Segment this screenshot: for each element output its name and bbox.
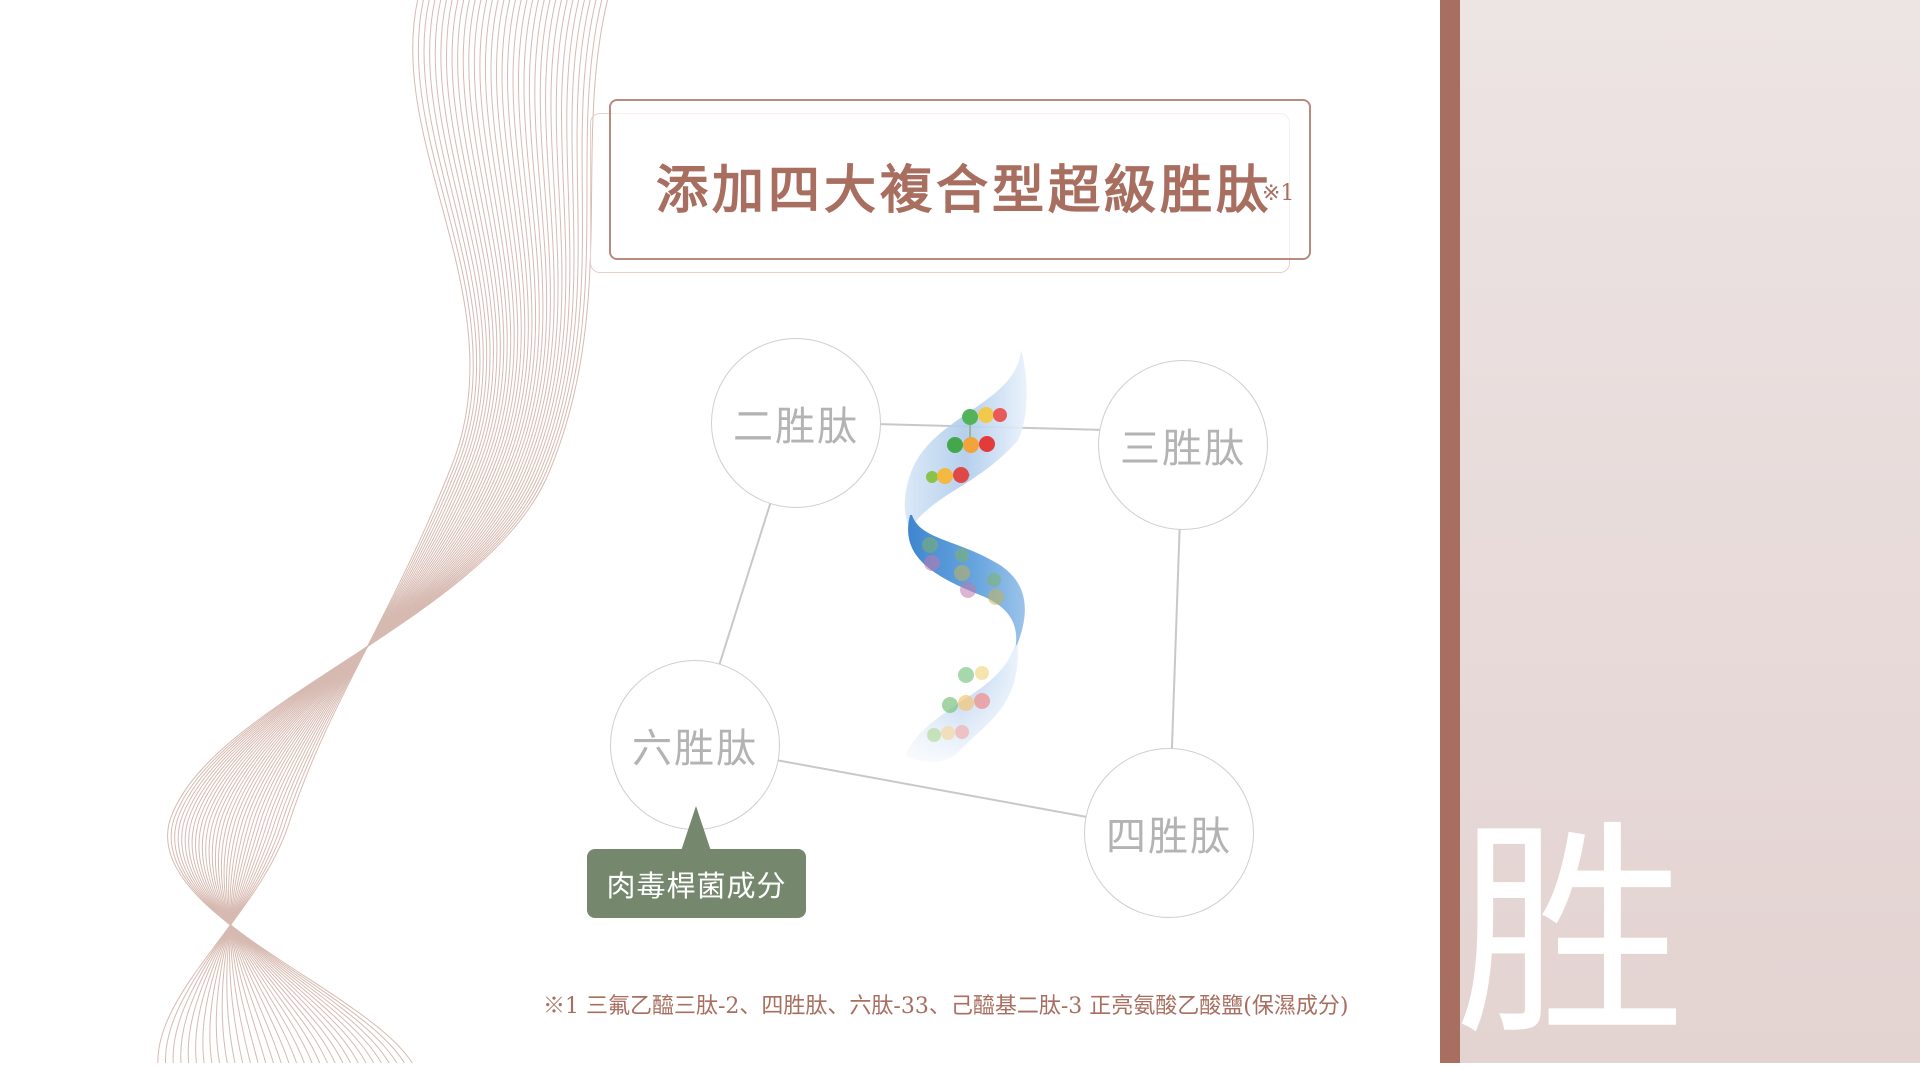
title-frame — [609, 99, 1311, 260]
wave-line — [167, 0, 609, 1063]
node-tripeptide: 三胜肽 — [1098, 360, 1268, 530]
decorative-wave-lines — [157, 0, 609, 1063]
wave-line — [187, 0, 484, 1063]
side-accent-bar — [1440, 0, 1460, 1063]
node-tripeptide-label: 三胜肽 — [1120, 426, 1246, 472]
title-footnote-mark: ※1 — [1262, 181, 1295, 206]
badge-pointer — [681, 806, 711, 851]
node-dipeptide-label: 二胜肽 — [733, 404, 859, 450]
wave-line — [223, 0, 526, 1063]
side-glyph: 胜 — [1455, 801, 1686, 1068]
side-panel — [1440, 0, 1920, 1063]
page-title: 添加四大複合型超級胜肽 — [656, 160, 1273, 221]
wave-line — [157, 0, 471, 1063]
node-tetrapeptide-label: 四胜肽 — [1106, 814, 1232, 860]
wave-line — [220, 0, 529, 1063]
node-tetrapeptide: 四胜肽 — [1084, 748, 1254, 918]
dna-helix-icon — [890, 350, 1050, 775]
wave-line — [180, 0, 481, 1063]
node-hexapeptide-label: 六胜肽 — [632, 726, 758, 772]
botox-like-badge: 肉毒桿菌成分 — [587, 849, 806, 918]
wave-line — [165, 0, 474, 1063]
badge-label: 肉毒桿菌成分 — [606, 868, 787, 903]
node-hexapeptide: 六胜肽 — [610, 660, 780, 830]
footnote: ※1 三氟乙醯三肽-2、四胜肽、六肽-33、己醯基二肽-3 正亮氨酸乙酸鹽(保濕… — [543, 994, 1349, 1019]
wave-line — [172, 0, 478, 1063]
node-dipeptide: 二胜肽 — [711, 338, 881, 508]
